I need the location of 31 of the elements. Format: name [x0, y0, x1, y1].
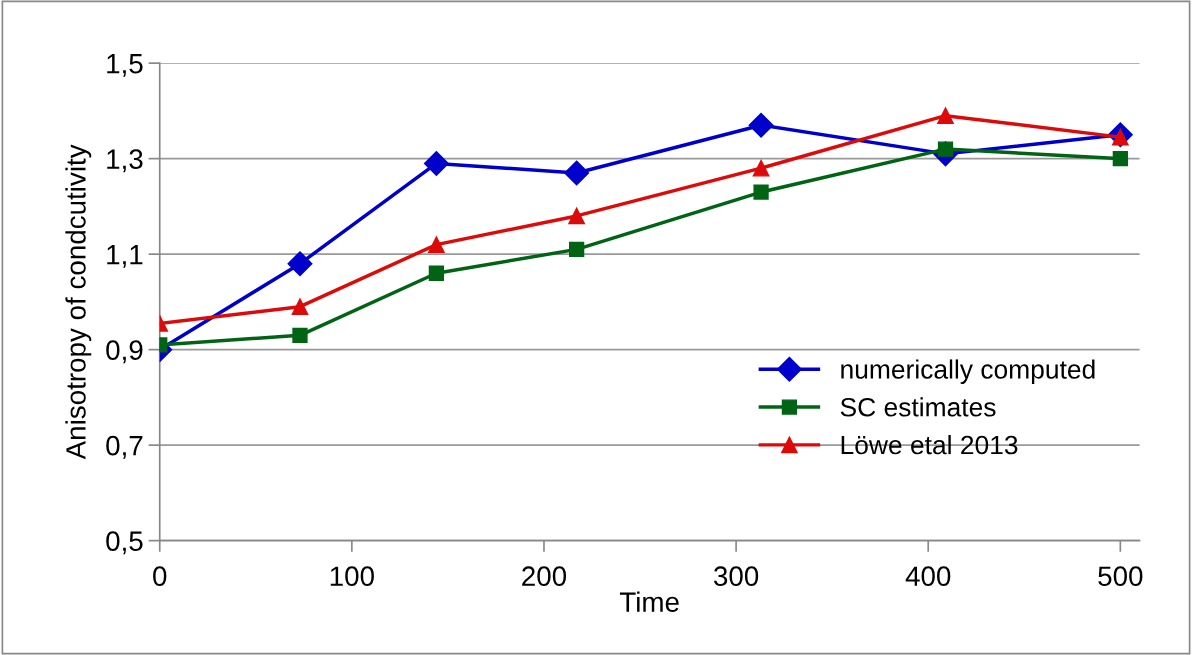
- y-tick-label: 0,7: [106, 435, 143, 459]
- y-tick-label: 0,9: [106, 340, 143, 364]
- point: [568, 207, 585, 225]
- x-tick-label: 300: [713, 566, 759, 587]
- x-tick-label: 200: [522, 566, 567, 587]
- legend-label: SC estimates: [840, 397, 996, 417]
- y-axis-title: Anisotropy of condcutivity: [65, 144, 92, 460]
- x-axis-title: Time: [619, 591, 679, 612]
- y-tick-label: 1,1: [107, 245, 143, 268]
- x-tick-label: 400: [905, 566, 951, 587]
- point: [423, 150, 449, 176]
- point: [1112, 151, 1128, 167]
- point: [937, 107, 954, 125]
- legend-label: numerically computed: [841, 359, 1095, 384]
- x-tick-label: 500: [1098, 566, 1143, 587]
- x-tick-label: 0: [153, 566, 167, 587]
- point: [752, 159, 770, 177]
- point: [287, 251, 313, 277]
- point: [564, 160, 590, 186]
- y-tick-label: 1,3: [107, 149, 143, 173]
- y-tick-label: 1,5: [107, 54, 143, 77]
- point: [428, 236, 445, 253]
- point: [568, 241, 585, 258]
- point: [748, 112, 774, 138]
- point: [753, 184, 769, 200]
- point: [292, 327, 308, 343]
- x-tick-label: 100: [330, 566, 374, 587]
- point: [428, 265, 445, 281]
- legend-label: Löwe etal 2013: [841, 434, 1018, 455]
- y-tick-label: 0,5: [106, 531, 143, 555]
- point: [291, 298, 309, 315]
